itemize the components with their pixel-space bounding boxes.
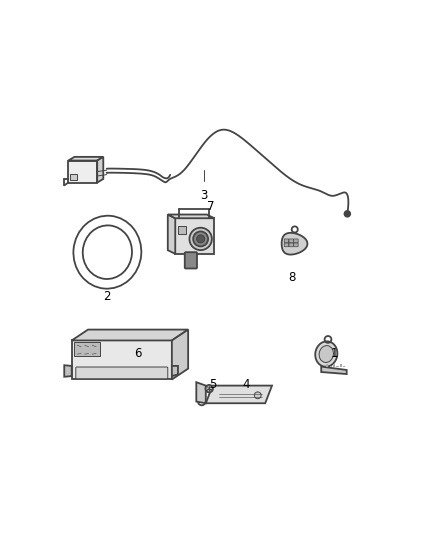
Text: 2: 2 <box>104 290 111 303</box>
Text: 7: 7 <box>207 199 215 213</box>
Polygon shape <box>168 214 214 218</box>
Polygon shape <box>175 218 214 254</box>
FancyBboxPatch shape <box>289 239 293 243</box>
Text: 6: 6 <box>134 347 141 360</box>
Polygon shape <box>68 157 103 160</box>
FancyBboxPatch shape <box>178 226 187 235</box>
Polygon shape <box>172 366 178 376</box>
Ellipse shape <box>74 216 141 289</box>
Polygon shape <box>64 365 72 377</box>
Polygon shape <box>206 385 272 403</box>
Circle shape <box>254 392 261 399</box>
Polygon shape <box>282 233 307 255</box>
FancyBboxPatch shape <box>294 239 298 243</box>
Polygon shape <box>72 341 172 379</box>
Polygon shape <box>168 214 175 254</box>
FancyBboxPatch shape <box>294 243 298 247</box>
Polygon shape <box>343 366 345 367</box>
Circle shape <box>193 231 208 246</box>
Polygon shape <box>333 364 335 367</box>
Polygon shape <box>97 157 103 183</box>
Polygon shape <box>321 367 346 374</box>
Circle shape <box>189 228 212 250</box>
Polygon shape <box>172 329 188 379</box>
Polygon shape <box>326 364 328 367</box>
Text: 4: 4 <box>243 378 250 391</box>
Polygon shape <box>196 382 206 403</box>
Ellipse shape <box>315 341 337 367</box>
FancyBboxPatch shape <box>74 342 99 356</box>
Circle shape <box>197 235 205 243</box>
FancyBboxPatch shape <box>76 367 168 379</box>
Ellipse shape <box>83 225 132 279</box>
FancyBboxPatch shape <box>185 252 197 269</box>
Text: 5: 5 <box>209 378 216 391</box>
FancyBboxPatch shape <box>284 239 289 243</box>
Polygon shape <box>336 366 339 367</box>
Ellipse shape <box>319 345 333 362</box>
Text: 3: 3 <box>201 189 208 203</box>
Polygon shape <box>72 329 188 341</box>
Text: 1: 1 <box>331 347 339 360</box>
FancyBboxPatch shape <box>68 160 97 183</box>
Circle shape <box>344 211 350 217</box>
Polygon shape <box>330 366 332 367</box>
Polygon shape <box>340 364 342 367</box>
FancyBboxPatch shape <box>284 243 289 247</box>
FancyBboxPatch shape <box>70 174 77 180</box>
FancyBboxPatch shape <box>289 243 293 247</box>
Text: 8: 8 <box>289 271 296 284</box>
Circle shape <box>205 385 213 392</box>
